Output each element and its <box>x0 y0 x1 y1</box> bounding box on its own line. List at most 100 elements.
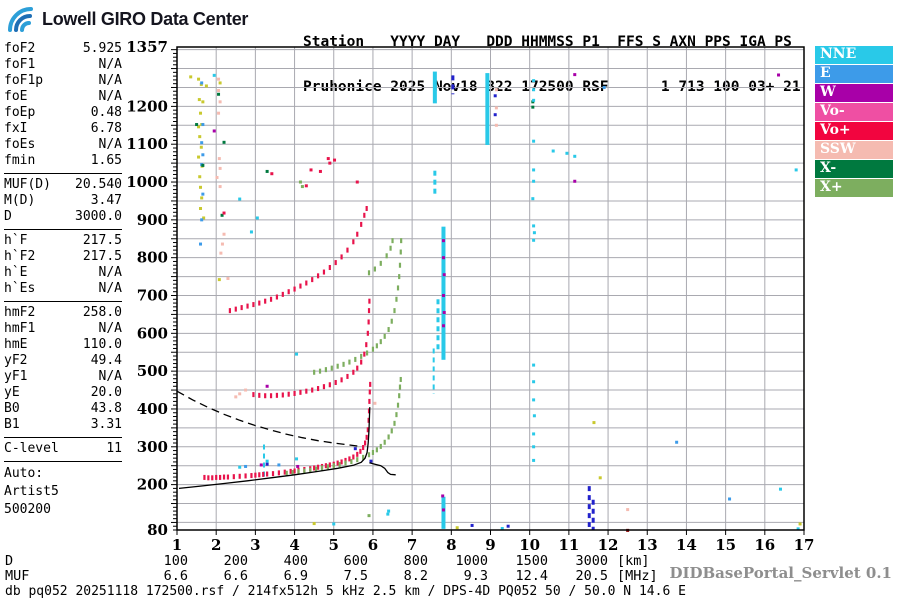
param-label: MUF(D) <box>4 177 51 192</box>
y-axis-label: 500 <box>137 362 168 380</box>
param-label: h`F2 <box>4 249 36 264</box>
x-axis-label: 1 <box>172 536 182 554</box>
x-axis-label: 2 <box>211 536 221 554</box>
param-row: M(D) 3.47 <box>4 193 122 209</box>
param-row: yF2 49.4 <box>4 353 122 369</box>
param-label: foE <box>4 89 28 104</box>
param-value: 3.31 <box>90 417 122 432</box>
y-axis-label: 1000 <box>126 173 168 191</box>
param-value: N/A <box>98 369 122 384</box>
x-axis-label: 5 <box>329 536 339 554</box>
param-value: N/A <box>98 57 122 72</box>
param-value: N/A <box>98 73 122 88</box>
dmuf-unit: [MHz] <box>617 568 658 584</box>
param-label: h`F <box>4 233 28 248</box>
legend-item-vo: Vo- <box>815 103 893 121</box>
y-axis-label: 1200 <box>126 97 168 115</box>
x-axis-label: 15 <box>715 536 736 554</box>
param-value: 217.5 <box>82 249 122 264</box>
param-row: 500200 <box>4 501 122 519</box>
parameter-panel: foF2 5.925 foF1 N/A foF1p N/A foE N/A foEp 0.48 fx… <box>4 40 122 521</box>
x-axis-label: 9 <box>485 536 495 554</box>
param-row: h`Es N/A <box>4 281 122 297</box>
param-value: 217.5 <box>82 233 122 248</box>
param-label: fmin <box>4 153 36 168</box>
giro-logo: Lowell GIRO Data Center <box>6 4 248 34</box>
y-axis-label: 400 <box>137 400 168 418</box>
dmuf-cell: 6.9 <box>283 568 308 584</box>
param-group: Auto: Artist5 500200 <box>4 461 122 521</box>
x-axis-label: 4 <box>289 536 299 554</box>
dmuf-cell: 800 <box>403 553 428 569</box>
param-label: hmF2 <box>4 305 36 320</box>
param-row: foF1 N/A <box>4 57 122 73</box>
dmuf-row-muf: MUF 6.6 6.6 6.9 7.5 8.2 9.3 12.4 20.5 [MHz] <box>5 569 658 584</box>
y-axis-label: 800 <box>137 249 168 267</box>
dmuf-cell: 1000 <box>455 553 488 569</box>
y-axis-label: 900 <box>137 211 168 229</box>
x-axis-label: 7 <box>407 536 417 554</box>
dmuf-row-label: D <box>5 553 14 569</box>
station-header-line1: Station YYYY DAY DDD HHMMSS P1 FFS S AXN… <box>303 34 792 50</box>
dmuf-cell: 1500 <box>515 553 548 569</box>
dmuf-cell: 9.3 <box>463 568 488 584</box>
param-label: 500200 <box>4 502 51 517</box>
legend-item-e: E <box>815 65 893 83</box>
param-value: N/A <box>98 137 122 152</box>
param-group: C-level 11 <box>4 437 122 459</box>
y-axis-label: 1100 <box>126 135 168 153</box>
status-line: db pq052 20251118 172500.rsf / 214fx512h… <box>5 584 686 599</box>
x-axis-label: 13 <box>637 536 658 554</box>
dmuf-cell: 6.6 <box>163 568 188 584</box>
param-value: N/A <box>98 265 122 280</box>
param-value: 11 <box>106 441 122 456</box>
param-group: MUF(D) 20.540 M(D) 3.47 D 3000.0 <box>4 173 122 227</box>
param-label: h`Es <box>4 281 36 296</box>
param-label: yF1 <box>4 369 28 384</box>
param-label: D <box>4 209 12 224</box>
param-row: foE N/A <box>4 89 122 105</box>
station-header: Station YYYY DAY DDD HHMMSS P1 FFS S AXN… <box>303 5 801 110</box>
x-axis-label: 10 <box>519 536 540 554</box>
param-group: foF2 5.925 foF1 N/A foF1p N/A foE N/A foEp 0.48 fx… <box>4 40 122 171</box>
legend-item-vo: Vo+ <box>815 122 893 140</box>
param-value: 1.65 <box>90 153 122 168</box>
param-row: D 3000.0 <box>4 209 122 225</box>
x-axis-label: 12 <box>598 536 619 554</box>
legend-item-nne: NNE <box>815 46 893 64</box>
param-row: fxI 6.78 <box>4 121 122 137</box>
dmuf-cell: 100 <box>163 553 188 569</box>
param-value: 0.48 <box>90 105 122 120</box>
param-group: h`F 217.5 h`F2 217.5 h`E N/A h`Es N/A <box>4 229 122 299</box>
dmuf-cell: 7.5 <box>343 568 368 584</box>
x-axis-label: 6 <box>368 536 378 554</box>
param-value: 3.47 <box>90 193 122 208</box>
param-label: yE <box>4 385 20 400</box>
logo-text: Lowell GIRO Data Center <box>42 8 249 29</box>
dmuf-cell: 400 <box>283 553 308 569</box>
param-label: B0 <box>4 401 20 416</box>
legend-item-ssw: SSW <box>815 141 893 159</box>
dmuf-cell: 600 <box>343 553 368 569</box>
param-value: 110.0 <box>82 337 122 352</box>
param-value: 3000.0 <box>75 209 122 224</box>
param-row: Auto: <box>4 465 122 483</box>
x-axis-label: 3 <box>250 536 260 554</box>
dmuf-cell: 3000 <box>575 553 608 569</box>
dmuf-cell: 8.2 <box>403 568 428 584</box>
param-label: fxI <box>4 121 28 136</box>
param-value: N/A <box>98 89 122 104</box>
dmuf-cell: 200 <box>223 553 248 569</box>
dmuf-row-label: MUF <box>5 568 30 584</box>
param-label: h`E <box>4 265 28 280</box>
y-axis-label: 600 <box>137 324 168 342</box>
y-axis-label: 200 <box>137 476 168 494</box>
param-row: C-level 11 <box>4 441 122 457</box>
x-axis-label: 11 <box>558 536 579 554</box>
param-row: foF2 5.925 <box>4 41 122 57</box>
param-row: hmF2 258.0 <box>4 305 122 321</box>
y-axis-label: 700 <box>137 286 168 304</box>
param-value: 20.540 <box>75 177 122 192</box>
giro-wave-icon <box>8 7 33 32</box>
